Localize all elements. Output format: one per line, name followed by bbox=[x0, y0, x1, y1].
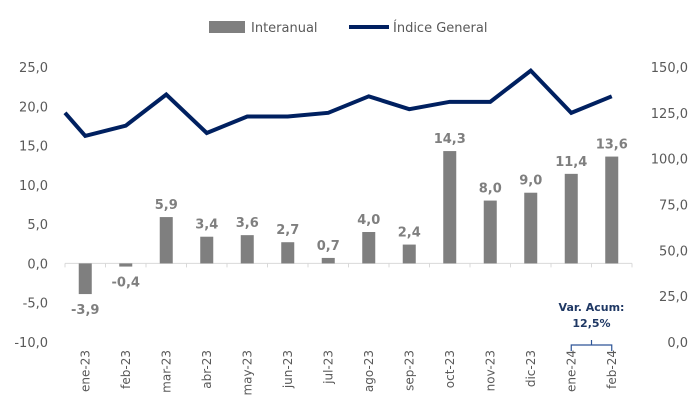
x-tick-label: dic-23 bbox=[524, 350, 538, 387]
left-tick-label: 10,0 bbox=[19, 179, 48, 194]
x-tick-label: oct-23 bbox=[443, 350, 457, 388]
data-labels: -3,9 -0,4 5,9 3,4 3,6 2,7 0,7 4,0 2,4 14,3 8,0 9,0 1… bbox=[71, 132, 628, 318]
x-tick-label: feb-24 bbox=[605, 350, 619, 389]
left-tick-label: -5,0 bbox=[23, 297, 48, 312]
left-tick-label: 5,0 bbox=[27, 218, 48, 233]
left-tick-label: 25,0 bbox=[19, 61, 48, 76]
data-label-feb-23: -0,4 bbox=[112, 276, 140, 291]
data-label-may-23: 3,6 bbox=[236, 216, 259, 231]
x-tick-label: mar-23 bbox=[159, 350, 173, 393]
data-label-nov-23: 8,0 bbox=[479, 182, 502, 197]
annotation-line2: 12,5% bbox=[572, 317, 610, 330]
x-axis bbox=[64, 262, 633, 268]
bar-feb-24 bbox=[605, 156, 619, 264]
left-axis: -10,0 -5,0 0,0 5,0 10,0 15,0 20,0 25,0 bbox=[14, 61, 48, 351]
left-tick-label: 0,0 bbox=[27, 257, 48, 272]
bar-jun-23 bbox=[281, 242, 295, 264]
right-tick-label: 75,0 bbox=[659, 199, 688, 214]
data-label-ene-23: -3,9 bbox=[71, 303, 99, 318]
data-label-jul-23: 0,7 bbox=[317, 239, 340, 254]
bar-abr-23 bbox=[200, 236, 214, 264]
x-tick-label: ago-23 bbox=[362, 350, 376, 392]
data-label-ago-23: 4,0 bbox=[357, 213, 380, 228]
legend: Interanual Índice General bbox=[209, 20, 487, 36]
line-series bbox=[63, 67, 613, 139]
legend-label-interanual: Interanual bbox=[251, 21, 318, 36]
bar-ago-23 bbox=[362, 232, 376, 264]
x-tick-labels: ene-23 feb-23 mar-23 abr-23 may-23 jun-23 jul-… bbox=[78, 350, 619, 396]
right-tick-label: 0,0 bbox=[667, 336, 688, 351]
data-label-jun-23: 2,7 bbox=[276, 223, 299, 238]
bar-nov-23 bbox=[483, 200, 497, 264]
data-label-ene-24: 11,4 bbox=[555, 155, 587, 170]
bar-ene-23 bbox=[78, 263, 92, 295]
bar-jul-23 bbox=[321, 257, 335, 264]
bar-sep-23 bbox=[402, 244, 416, 264]
x-tick-label: sep-23 bbox=[402, 350, 416, 391]
right-tick-label: 125,0 bbox=[651, 107, 688, 122]
x-tick-label: nov-23 bbox=[483, 350, 497, 391]
data-label-dic-23: 9,0 bbox=[519, 174, 542, 189]
annotation: Var. Acum: 12,5% bbox=[559, 301, 625, 351]
line-indice-general bbox=[63, 67, 613, 139]
bar-mar-23 bbox=[159, 217, 173, 264]
x-tick-label: jul-23 bbox=[321, 350, 335, 385]
x-tick-label: jun-23 bbox=[281, 350, 295, 389]
right-axis: 0,0 25,0 50,0 75,0 100,0 125,0 150,0 bbox=[651, 61, 688, 351]
bar-feb-23 bbox=[119, 263, 133, 267]
x-tick-label: feb-23 bbox=[119, 350, 133, 389]
data-label-abr-23: 3,4 bbox=[195, 218, 218, 233]
bar-oct-23 bbox=[443, 151, 457, 264]
data-label-mar-23: 5,9 bbox=[155, 198, 178, 213]
left-tick-label: -10,0 bbox=[14, 336, 48, 351]
data-label-oct-23: 14,3 bbox=[434, 132, 466, 147]
bar-ene-24 bbox=[564, 173, 578, 264]
x-tick-label: ene-23 bbox=[78, 350, 92, 392]
bar-may-23 bbox=[240, 235, 254, 264]
right-tick-label: 150,0 bbox=[651, 61, 688, 76]
left-tick-label: 20,0 bbox=[19, 100, 48, 115]
data-label-feb-24: 13,6 bbox=[596, 138, 628, 153]
data-label-sep-23: 2,4 bbox=[398, 226, 421, 241]
bar-dic-23 bbox=[524, 192, 538, 264]
bar-series bbox=[78, 151, 619, 295]
legend-label-indice: Índice General bbox=[393, 20, 487, 36]
x-tick-label: abr-23 bbox=[200, 350, 214, 389]
legend-swatch-interanual bbox=[209, 21, 245, 33]
x-tick-label: may-23 bbox=[240, 350, 254, 396]
x-tick-label: ene-24 bbox=[564, 350, 578, 392]
right-tick-label: 50,0 bbox=[659, 244, 688, 259]
annotation-line1: Var. Acum: bbox=[559, 301, 625, 314]
left-tick-label: 15,0 bbox=[19, 140, 48, 155]
right-tick-label: 100,0 bbox=[651, 153, 688, 168]
right-tick-label: 25,0 bbox=[659, 290, 688, 305]
annotation-bracket bbox=[570, 340, 613, 351]
